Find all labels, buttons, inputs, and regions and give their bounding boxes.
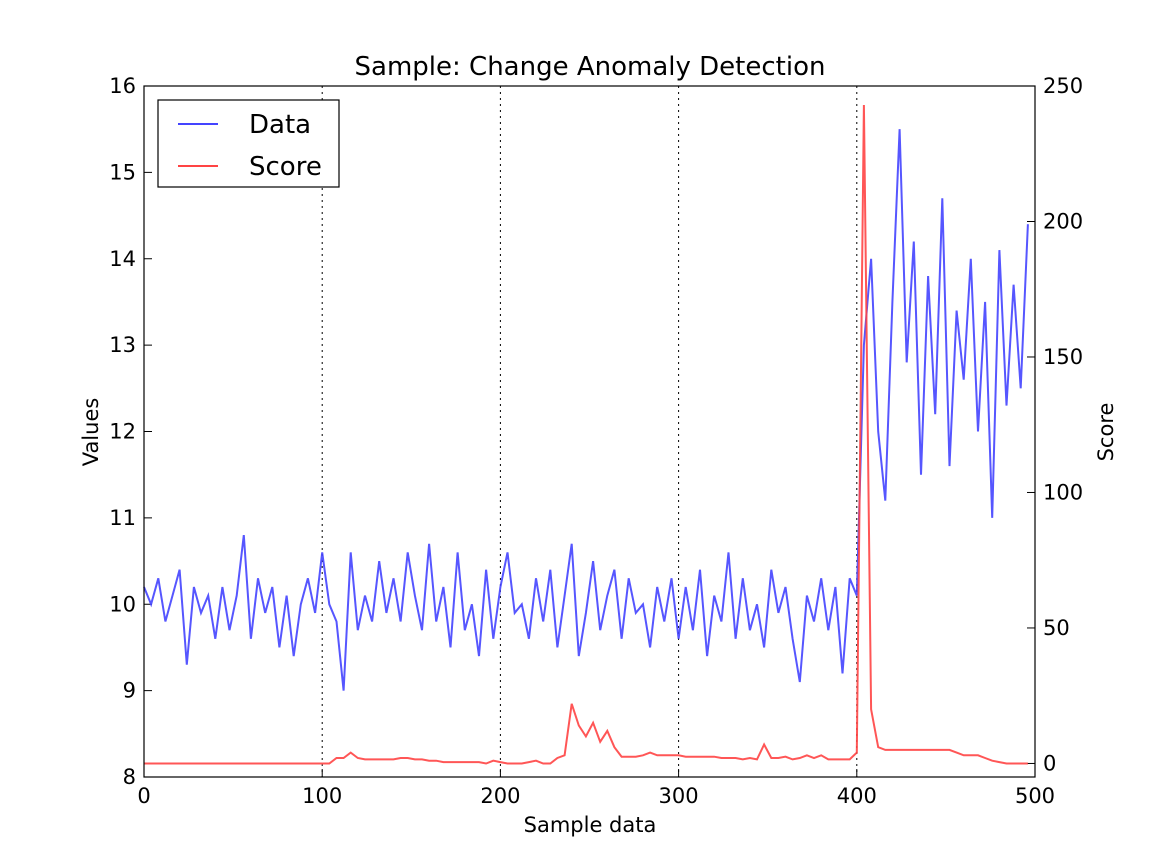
- y-tick-label: 14: [109, 247, 136, 271]
- y-tick-label: 13: [109, 333, 136, 357]
- plot-frame: [143, 85, 1036, 778]
- x-tick-label: 200: [480, 784, 520, 808]
- y2-tick-label: 100: [1043, 480, 1083, 504]
- data-line: [143, 129, 1029, 691]
- x-tick-label: 0: [137, 784, 150, 808]
- y2-axis-label: Score: [1094, 403, 1118, 462]
- chart-title: Sample: Change Anomaly Detection: [355, 52, 826, 82]
- y2-tick-label: 50: [1043, 616, 1070, 640]
- data-line: [144, 104, 1028, 765]
- legend-box: [157, 99, 340, 188]
- y2-tick-label: 0: [1043, 751, 1056, 775]
- y-tick-label: 16: [109, 74, 136, 98]
- y2-tick-label: 200: [1043, 209, 1083, 233]
- y-tick-label: 15: [109, 160, 136, 184]
- x-tick-label: 500: [1015, 784, 1055, 808]
- x-axis-label: Sample data: [524, 813, 657, 837]
- y2-tick-label: 150: [1043, 345, 1083, 369]
- y-tick-label: 10: [109, 592, 136, 616]
- y2-tick-label: 250: [1043, 74, 1083, 98]
- legend-label: Data: [249, 110, 311, 140]
- y-axis-label: Values: [79, 398, 103, 467]
- x-tick-label: 300: [659, 784, 699, 808]
- x-tick-label: 400: [837, 784, 877, 808]
- y-tick-label: 9: [123, 679, 136, 703]
- y-tick-label: 8: [123, 765, 136, 789]
- x-tick-label: 100: [302, 784, 342, 808]
- legend-label: Score: [249, 152, 322, 182]
- y-tick-label: 11: [109, 506, 136, 530]
- y-tick-label: 12: [109, 420, 136, 444]
